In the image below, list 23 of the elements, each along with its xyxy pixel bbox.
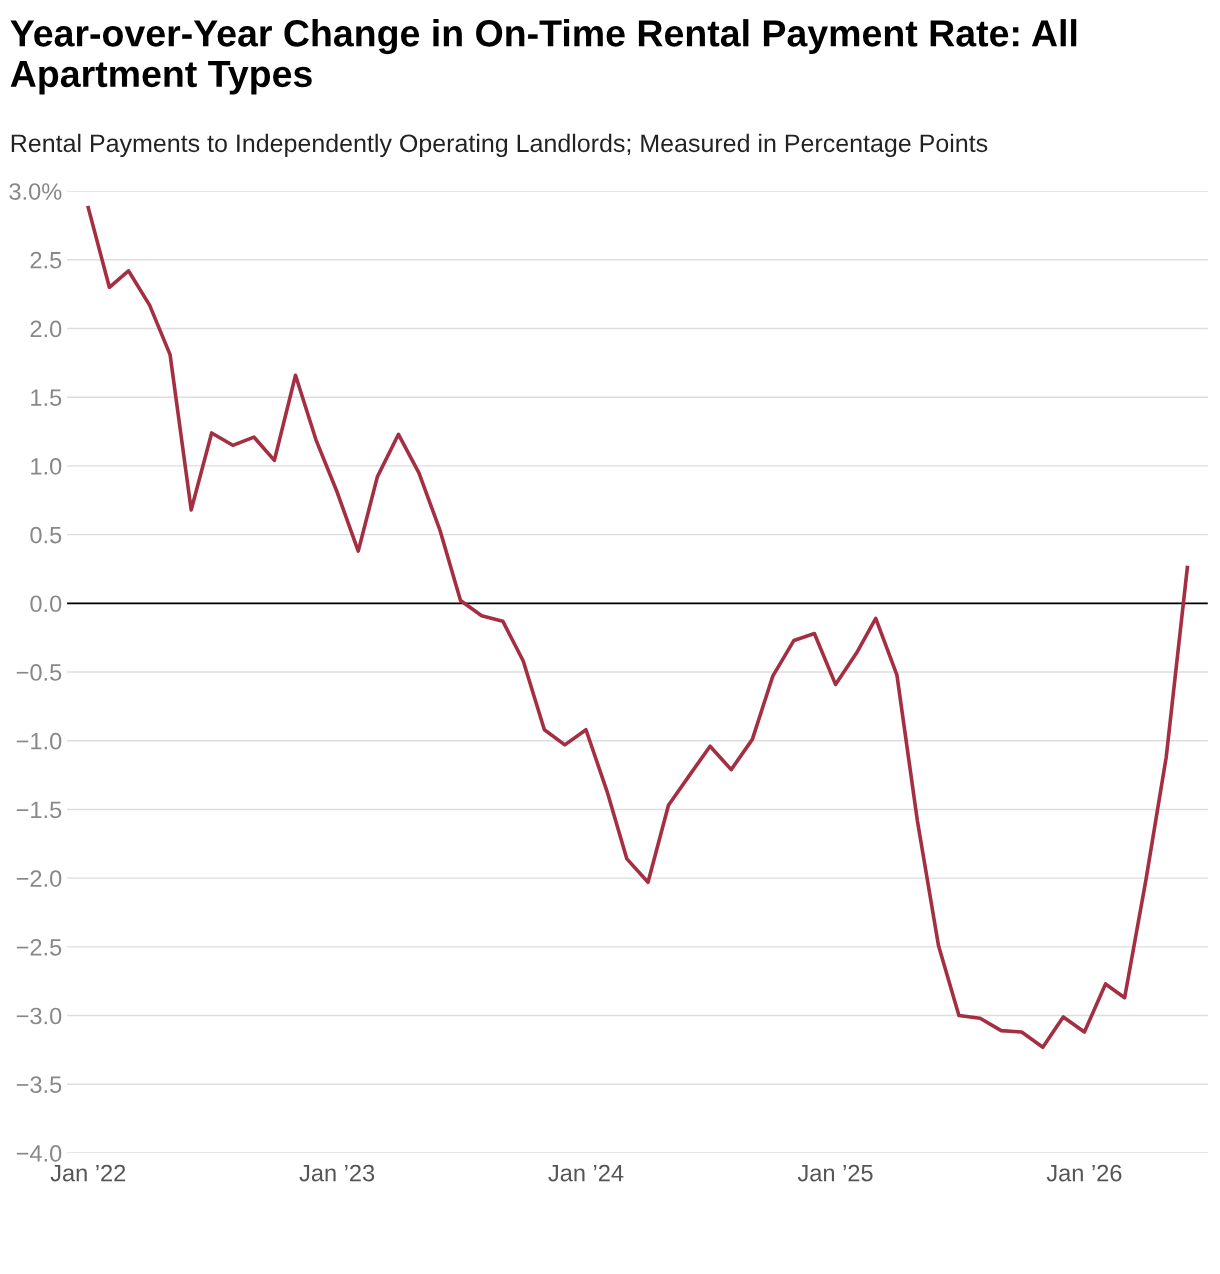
x-tick-label: Jan ’25 [797,1164,873,1182]
y-tick-label: −1.5 [16,801,62,819]
y-tick-label: 1.0 [31,457,62,475]
y-tick-label: 0.0 [30,595,62,613]
x-tick-label: Jan ’26 [1046,1164,1122,1182]
y-tick-label: 1.5 [31,389,62,406]
x-tick-label: Jan ’24 [548,1164,624,1182]
y-tick-label: 2.0 [30,320,62,338]
chart-title: Year-over-Year Change in On-Time Rental Payment Rate: All Apartment Types [10,19,1077,95]
y-tick-label: −2.5 [16,938,62,956]
y-tick-label: 2.5 [30,251,62,269]
y-tick-label: −0.5 [16,664,62,681]
x-tick-label: Jan ’23 [299,1164,375,1182]
line-series [86,205,1190,1049]
y-tick-label: 0.5 [30,526,62,544]
x-tick-label: Jan ’22 [50,1164,126,1182]
y-tick-label: −4.0 [16,1145,62,1162]
y-tick-label: −1.0 [16,732,62,750]
y-tick-label: 3.0% [9,183,62,200]
chart-subtitle: Rental Payments to Independently Operating Landlords; Measured in Percentage Points [11,133,988,158]
y-tick-label: −3.0 [16,1007,62,1025]
y-tick-label: −2.0 [16,870,62,887]
y-tick-label: −3.5 [16,1076,62,1094]
